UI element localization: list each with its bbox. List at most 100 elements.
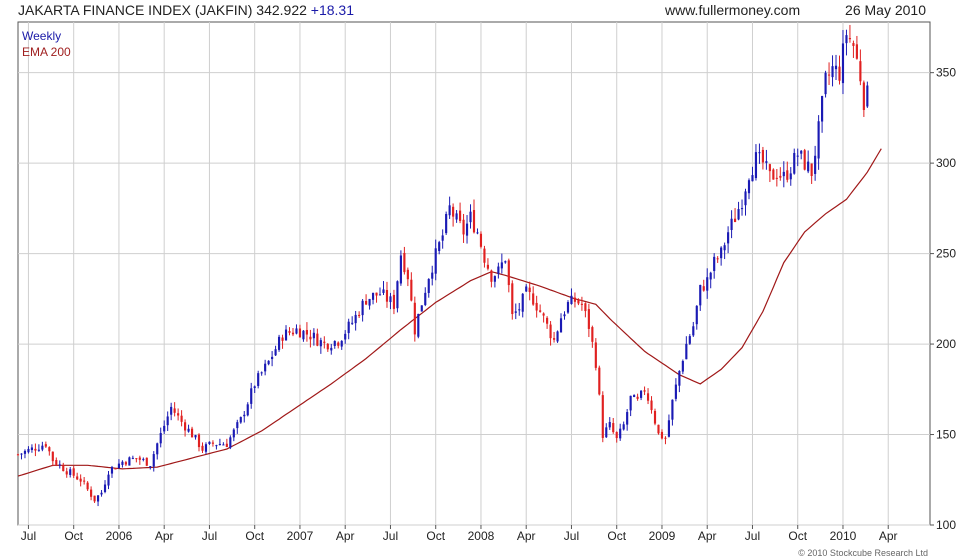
candle-body <box>827 74 831 76</box>
candle-body <box>465 223 469 236</box>
candle-body <box>62 465 65 472</box>
candle-body <box>236 422 239 429</box>
candle-body <box>462 219 465 235</box>
x-tick-label: Jul <box>383 529 398 543</box>
x-tick-label: Oct <box>426 529 445 543</box>
chart-title: JAKARTA FINANCE INDEX (JAKFIN) 342.922 +… <box>18 2 354 18</box>
candle-body <box>340 340 343 347</box>
y-tick-label: 100 <box>936 518 956 532</box>
x-tick-label: Apr <box>336 529 355 543</box>
candle-body <box>733 218 737 223</box>
candle-body <box>16 454 20 456</box>
source-site[interactable]: www.fullermoney.com <box>665 2 801 18</box>
candle-body <box>765 161 768 163</box>
candle-body <box>96 495 100 502</box>
candle-body <box>378 294 382 296</box>
candle-body <box>371 292 375 300</box>
candle-body <box>486 264 490 269</box>
candle-body <box>295 328 298 334</box>
candle-body <box>30 447 34 451</box>
candle-body <box>653 410 657 424</box>
x-tick-label: Oct <box>245 529 264 543</box>
ema-200-line <box>17 148 882 477</box>
candle-body <box>365 301 368 305</box>
candle-body <box>114 468 117 470</box>
candle-body <box>650 400 653 411</box>
candle-body <box>211 442 215 444</box>
candle-body <box>518 309 521 311</box>
candle-body <box>358 314 361 317</box>
candle-body <box>775 177 778 179</box>
candle-body <box>727 232 730 244</box>
candle-body <box>452 206 455 217</box>
candle-body <box>681 361 684 372</box>
candle-body <box>824 72 827 95</box>
candle-body <box>37 449 40 451</box>
candle-body <box>747 180 751 194</box>
candle-body <box>375 292 378 296</box>
candle-body <box>124 462 127 465</box>
candle-body <box>267 360 270 365</box>
candle-body <box>323 341 326 343</box>
candle-body <box>500 262 503 269</box>
candle-body <box>305 329 308 335</box>
candle-body <box>201 445 204 451</box>
candle-body <box>768 164 771 172</box>
candle-body <box>598 367 601 395</box>
candle-body <box>622 424 625 430</box>
candle-body <box>716 258 719 260</box>
candle-body <box>737 209 740 220</box>
candle-body <box>834 65 838 70</box>
y-axis: 100 150 200 250 300 350 <box>930 66 956 532</box>
candle-body <box>740 208 744 210</box>
candle-body <box>549 324 552 339</box>
candle-body <box>793 152 796 174</box>
candle-body <box>483 248 486 263</box>
index-change: +18.31 <box>310 2 355 18</box>
candle-body <box>264 363 267 372</box>
candle-body <box>678 370 681 386</box>
candle-body <box>117 463 121 469</box>
x-tick-label: Apr <box>879 529 898 543</box>
candle-body <box>535 302 538 311</box>
candle-body <box>149 466 152 468</box>
candle-body <box>493 276 496 282</box>
candle-body <box>782 171 785 177</box>
candle-body <box>76 476 79 480</box>
candle-body <box>159 432 162 444</box>
candle-body <box>51 451 54 462</box>
candle-body <box>720 247 723 259</box>
candle-body <box>556 331 559 342</box>
candle-body <box>633 395 636 398</box>
candle-body <box>629 395 632 411</box>
candle-body <box>845 35 848 44</box>
candle-body <box>170 406 173 415</box>
candle-body <box>431 272 434 279</box>
candle-body <box>34 448 37 451</box>
candle-body <box>542 313 545 316</box>
candle-body <box>44 444 47 447</box>
candle-body <box>65 471 68 475</box>
candle-body <box>532 293 535 305</box>
candle-body <box>361 300 364 316</box>
candle-body <box>469 211 472 223</box>
candle-body <box>194 435 197 438</box>
candle-body <box>239 417 242 423</box>
candle-body <box>761 149 764 163</box>
x-tick-label: Apr <box>698 529 717 543</box>
candle-body <box>546 317 549 324</box>
candle-body <box>476 232 479 234</box>
candle-body <box>197 434 201 448</box>
candle-body <box>490 270 493 282</box>
candle-body <box>152 454 155 467</box>
x-tick-label: Jul <box>745 529 760 543</box>
x-tick-label: Jul <box>21 529 36 543</box>
candle-body <box>539 310 542 312</box>
candle-body <box>445 214 448 234</box>
candle-body <box>100 492 103 495</box>
candle-body <box>566 302 570 313</box>
candle-body <box>351 322 354 324</box>
candle-body <box>86 482 89 490</box>
candle-body <box>866 85 869 107</box>
candle-body <box>730 218 733 231</box>
